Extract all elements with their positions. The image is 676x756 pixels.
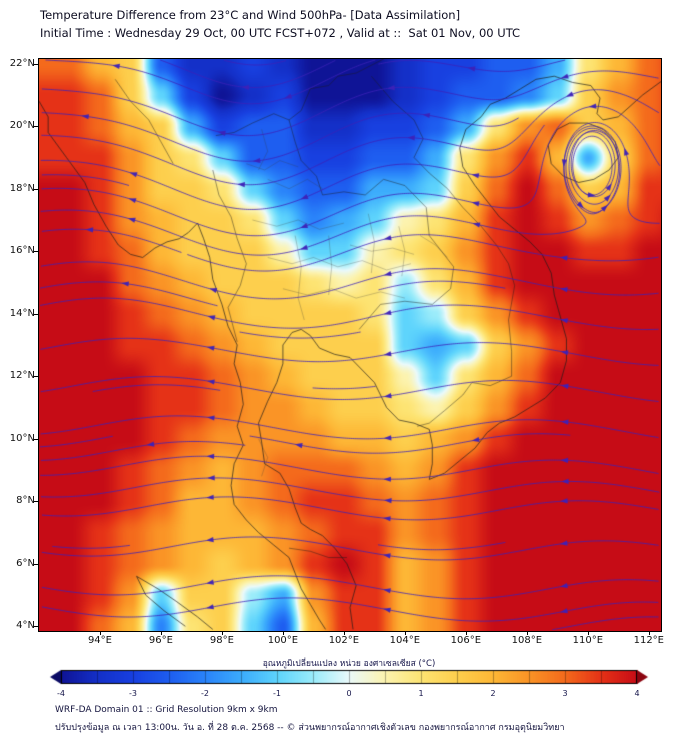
lat-tick-mark [34, 251, 38, 253]
lon-tick-mark [282, 631, 284, 635]
lat-tick-mark [34, 188, 38, 190]
lat-tick-label: 4°N [16, 620, 35, 632]
colorbar-tick-label: 0 [346, 689, 352, 698]
colorbar-tick-label: -4 [57, 689, 65, 698]
footer-agency-info: ปรับปรุงข้อมูล ณ เวลา 13:00น. วัน อ. ที่… [55, 723, 565, 733]
lat-tick-label: 10°N [9, 432, 35, 444]
lat-tick-label: 20°N [9, 120, 35, 132]
lat-tick-label: 8°N [16, 495, 35, 507]
footer-domain-info: WRF-DA Domain 01 :: Grid Resolution 9km … [55, 705, 278, 715]
lon-tick-label: 112°E [633, 635, 664, 646]
lat-tick-mark [34, 126, 38, 128]
lat-tick-mark [34, 563, 38, 565]
lon-tick-mark [404, 631, 406, 635]
lon-tick-label: 100°E [267, 635, 299, 646]
colorbar: อุณหภูมิเปลี่ยนแปลง หน่วย องศาเซลเซียส (… [49, 656, 649, 710]
lat-tick-mark [34, 63, 38, 65]
lon-tick-mark [99, 631, 101, 635]
lon-tick-mark [526, 631, 528, 635]
colorbar-tick-label: -1 [273, 689, 281, 698]
lat-tick-mark [34, 438, 38, 440]
temperature-wind-map-canvas [39, 59, 661, 631]
lon-tick-label: 104°E [389, 635, 421, 646]
colorbar-tick-label: 3 [562, 689, 568, 698]
colorbar-tick-label: 2 [490, 689, 496, 698]
lat-tick-label: 16°N [9, 245, 35, 257]
lon-tick-label: 110°E [572, 635, 604, 646]
figure-subtitle: Initial Time : Wednesday 29 Oct, 00 UTC … [40, 26, 521, 40]
lon-tick-mark [160, 631, 162, 635]
lon-tick-mark [587, 631, 589, 635]
colorbar-tick-label: -2 [201, 689, 209, 698]
colorbar-tick-label: 4 [634, 689, 640, 698]
lat-tick-label: 6°N [16, 557, 35, 569]
lat-tick-label: 18°N [9, 182, 35, 194]
lat-tick-label: 22°N [9, 57, 35, 69]
lon-tick-mark [343, 631, 345, 635]
lat-tick-label: 14°N [9, 307, 35, 319]
lon-tick-label: 106°E [450, 635, 482, 646]
lon-tick-label: 96°E [148, 635, 173, 646]
lon-tick-mark [648, 631, 650, 635]
lat-tick-mark [34, 313, 38, 315]
colorbar-tick-label: 1 [418, 689, 424, 698]
colorbar-title: อุณหภูมิเปลี่ยนแปลง หน่วย องศาเซลเซียส (… [262, 659, 436, 669]
lon-tick-label: 108°E [511, 635, 543, 646]
lon-tick-label: 98°E [209, 635, 234, 646]
lon-tick-mark [221, 631, 223, 635]
colorbar-tick-label: -3 [129, 689, 137, 698]
lat-tick-mark [34, 376, 38, 378]
lat-tick-label: 12°N [9, 370, 35, 382]
figure-title: Temperature Difference from 23°C and Win… [40, 8, 461, 22]
colorbar-gradient-canvas [49, 668, 649, 687]
lon-tick-label: 94°E [87, 635, 112, 646]
lon-tick-mark [465, 631, 467, 635]
map-panel: 22°N 20°N 18°N 16°N 14°N 12°N 10°N 8°N 6°N 4°N 94… [10, 58, 664, 646]
lat-tick-mark [34, 626, 38, 628]
lon-tick-label: 102°E [328, 635, 360, 646]
lat-tick-mark [34, 501, 38, 503]
